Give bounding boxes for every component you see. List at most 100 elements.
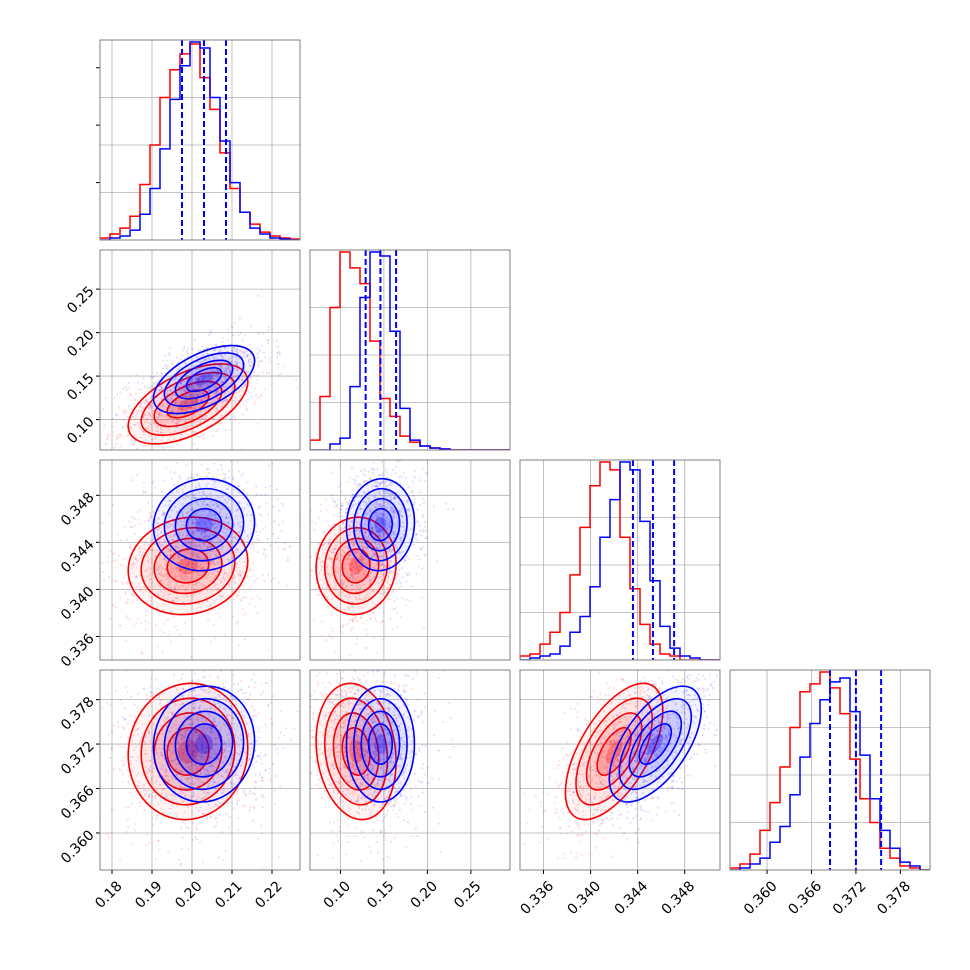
scatter-point <box>106 437 109 440</box>
scatter-point <box>121 426 124 429</box>
scatter-point <box>381 563 384 566</box>
scatter-point <box>244 612 247 615</box>
scatter-point <box>157 528 160 531</box>
scatter-point <box>213 392 216 395</box>
scatter-point <box>157 413 161 416</box>
scatter-point <box>194 545 197 548</box>
scatter-point <box>223 498 227 502</box>
scatter-point <box>176 431 179 434</box>
scatter-point <box>199 400 203 403</box>
scatter-point <box>198 404 201 407</box>
scatter-point <box>199 740 203 743</box>
scatter-point <box>291 579 293 581</box>
scatter-point <box>213 361 217 364</box>
scatter-point <box>357 493 360 496</box>
scatter-point <box>245 534 248 537</box>
scatter-point <box>237 586 240 589</box>
scatter-point <box>348 593 351 596</box>
scatter-point <box>193 339 196 342</box>
scatter-point <box>162 608 165 612</box>
scatter-point <box>385 581 389 584</box>
scatter-point <box>187 541 190 544</box>
scatter-point <box>181 378 184 381</box>
scatter-point <box>235 551 239 554</box>
scatter-point <box>176 554 180 557</box>
scatter-point <box>244 794 248 797</box>
scatter-point <box>123 762 126 765</box>
scatter-point <box>181 491 184 494</box>
scatter-point <box>392 532 395 535</box>
scatter-point <box>181 735 184 738</box>
scatter-point <box>224 386 227 389</box>
scatter-point <box>190 393 194 396</box>
scatter-point <box>125 410 128 413</box>
density-red <box>141 527 235 604</box>
scatter-point <box>266 573 270 576</box>
scatter-point <box>247 534 250 537</box>
scatter-point <box>386 470 389 474</box>
density-red <box>177 396 199 411</box>
scatter-point <box>123 526 126 529</box>
scatter-point <box>362 473 365 476</box>
scatter-point <box>226 527 230 530</box>
scatter-point <box>224 413 227 416</box>
scatter-point <box>187 385 190 388</box>
scatter-point <box>153 551 156 554</box>
scatter-point <box>374 535 377 538</box>
scatter-point <box>228 418 232 421</box>
scatter-point <box>179 827 183 830</box>
scatter-point <box>114 579 117 582</box>
scatter-point <box>241 607 244 611</box>
scatter-point <box>351 504 355 508</box>
scatter-point <box>190 394 193 397</box>
scatter-point <box>216 494 219 498</box>
scatter-point <box>258 772 261 775</box>
scatter-point <box>360 470 363 473</box>
scatter-point <box>186 424 189 428</box>
scatter-point <box>124 581 127 584</box>
scatter-point <box>189 406 192 409</box>
scatter-point <box>322 453 324 455</box>
scatter-point <box>126 598 130 601</box>
scatter-point <box>135 558 138 561</box>
scatter-point <box>149 516 152 519</box>
scatter-point <box>388 562 391 565</box>
scatter-point <box>192 551 196 555</box>
scatter-point <box>180 389 183 392</box>
scatter-point <box>196 555 199 558</box>
scatter-point <box>401 515 404 518</box>
scatter-point <box>224 578 227 581</box>
scatter-point <box>372 461 375 465</box>
scatter-point <box>201 584 204 588</box>
scatter-point <box>139 402 142 405</box>
scatter-point <box>228 737 231 740</box>
scatter-point <box>174 596 178 600</box>
scatter-point <box>216 676 220 680</box>
scatter-point <box>231 557 235 560</box>
scatter-point <box>155 780 158 783</box>
scatter-point <box>356 571 359 574</box>
scatter-point <box>333 533 336 536</box>
scatter-point <box>174 376 178 379</box>
scatter-point <box>228 476 231 480</box>
scatter-point <box>328 634 331 637</box>
scatter-point <box>388 525 391 528</box>
scatter-point <box>199 384 202 387</box>
scatter-point <box>232 598 235 601</box>
scatter-point <box>121 773 124 776</box>
scatter-point <box>183 557 187 560</box>
scatter-point <box>162 788 165 791</box>
scatter-point <box>367 575 371 578</box>
scatter-point <box>132 593 135 597</box>
scatter-point <box>189 504 192 507</box>
scatter-point <box>187 521 190 524</box>
scatter-point <box>180 562 183 565</box>
scatter-point <box>163 575 166 578</box>
scatter-point <box>216 781 219 785</box>
scatter-point <box>371 527 374 530</box>
scatter-point <box>360 541 363 544</box>
scatter-point <box>196 778 200 781</box>
scatter-point <box>203 493 206 497</box>
scatter-point <box>262 351 265 354</box>
scatter-point <box>170 550 173 553</box>
